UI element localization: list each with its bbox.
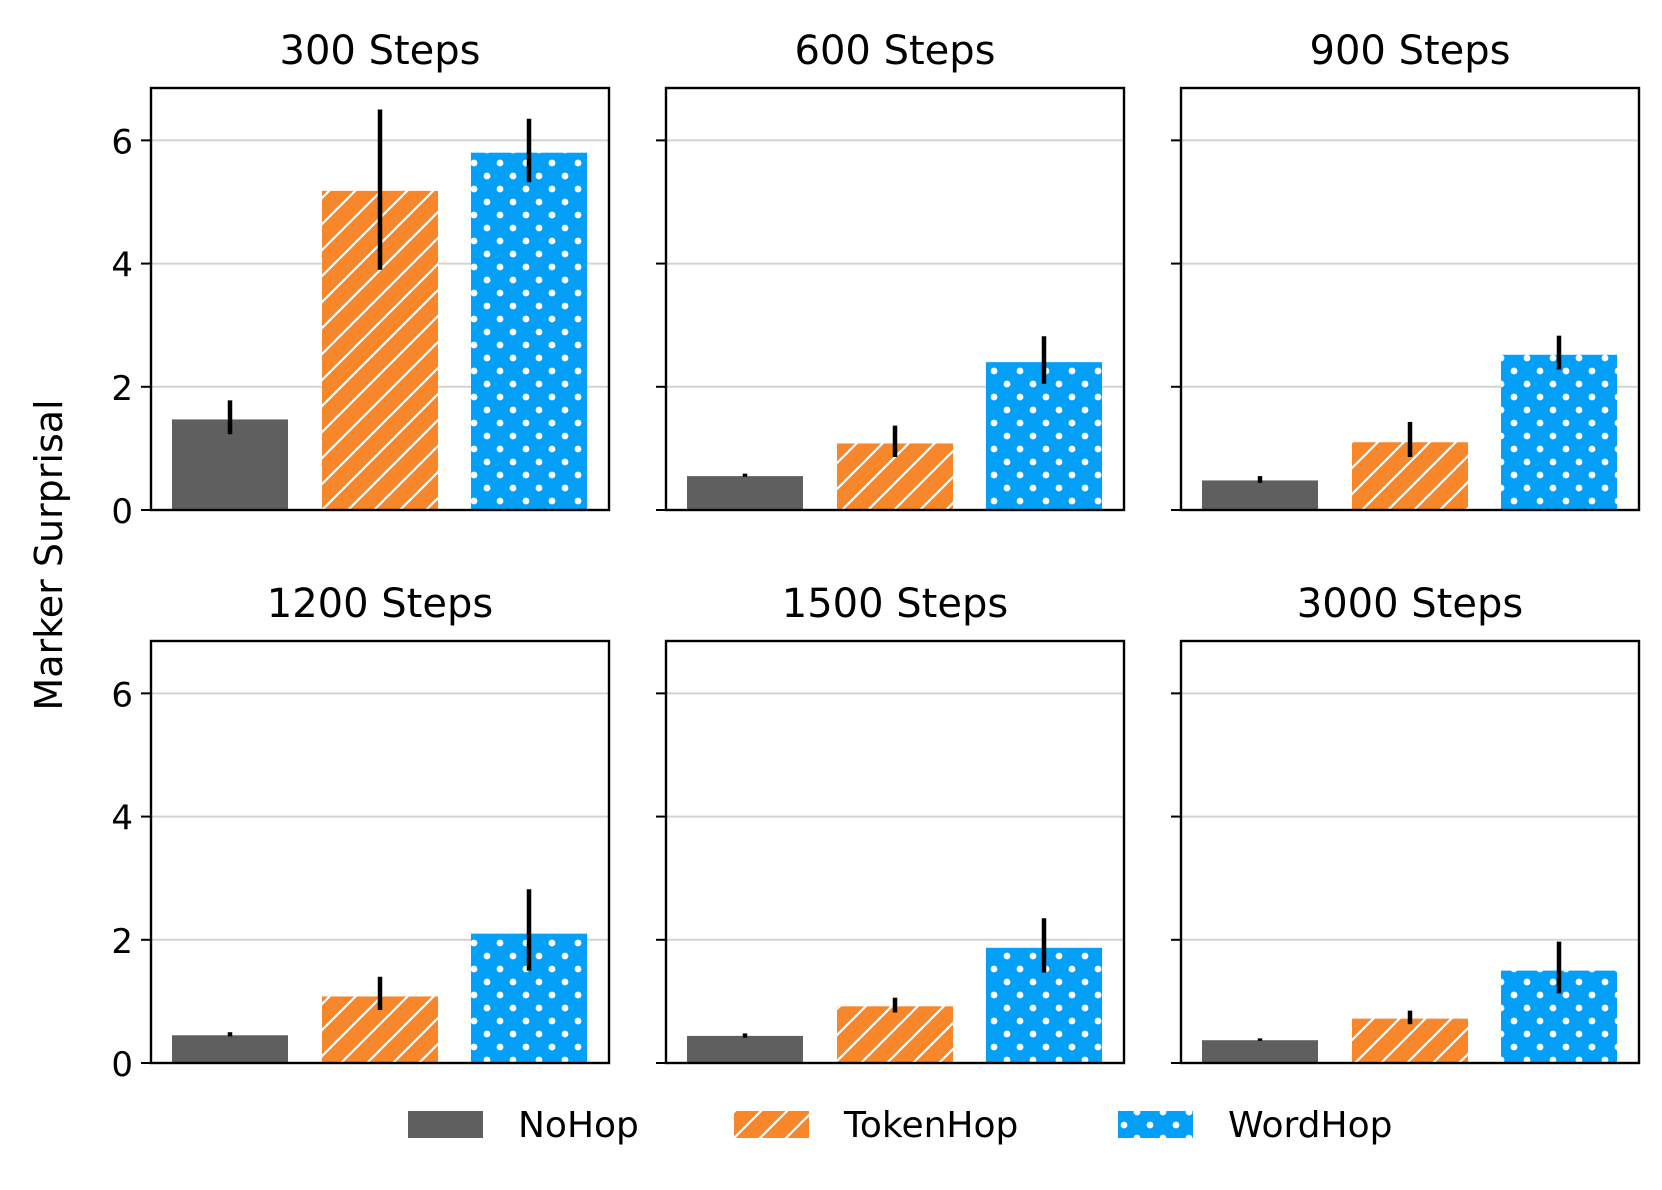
- plot-frame: [1179, 86, 1641, 512]
- bar-wordhop: [1501, 354, 1617, 510]
- chart-panel-3000-steps: 3000 Steps: [1171, 581, 1641, 1065]
- y-tick-label: 4: [111, 246, 133, 286]
- legend: NoHop TokenHop WordHop: [408, 1105, 1392, 1146]
- bar-nohop: [172, 419, 288, 510]
- panel-title: 1200 Steps: [267, 581, 493, 627]
- bar-wordhop: [471, 152, 587, 510]
- y-tick-label: 0: [111, 1045, 133, 1085]
- plot-frame: [149, 86, 611, 512]
- chart-panel-600-steps: 600 Steps: [656, 28, 1126, 512]
- y-tick-label: 2: [111, 369, 133, 409]
- legend-swatch-nohop: [408, 1111, 483, 1138]
- bar-tokenhop: [837, 1006, 953, 1063]
- plot-frame: [664, 86, 1126, 512]
- plot-frame: [1179, 639, 1641, 1065]
- panel-title: 300 Steps: [280, 28, 481, 74]
- legend-label-nohop: NoHop: [518, 1105, 639, 1146]
- legend-label-wordhop: WordHop: [1228, 1105, 1392, 1146]
- panels: 300 Steps 0 2 4 6 600 Steps 900 Steps 1200 Step…: [111, 28, 1641, 1085]
- plot-frame: [149, 639, 611, 1065]
- panel-title: 1500 Steps: [782, 581, 1008, 627]
- bar-nohop: [1202, 480, 1318, 510]
- y-tick-label: 4: [111, 799, 133, 839]
- legend-swatch-tokenhop: [734, 1111, 809, 1138]
- bar-nohop: [687, 1035, 803, 1063]
- bar-tokenhop: [1352, 1018, 1468, 1063]
- chart-panel-1200-steps: 1200 Steps 0 2 4 6: [111, 581, 611, 1085]
- y-axis-label: Marker Surprisal: [27, 399, 71, 710]
- panel-title: 900 Steps: [1310, 28, 1511, 74]
- y-tick-label: 0: [111, 492, 133, 532]
- legend-label-tokenhop: TokenHop: [843, 1105, 1018, 1146]
- chart-panel-300-steps: 300 Steps 0 2 4 6: [111, 28, 611, 532]
- y-tick-label: 6: [111, 122, 133, 162]
- chart-panel-1500-steps: 1500 Steps: [656, 581, 1126, 1065]
- legend-swatch-wordhop: [1118, 1111, 1193, 1138]
- bar-nohop: [687, 476, 803, 510]
- bar-wordhop: [986, 362, 1102, 510]
- panel-title: 600 Steps: [795, 28, 996, 74]
- y-tick-label: 6: [111, 675, 133, 715]
- panel-title: 3000 Steps: [1297, 581, 1523, 627]
- y-tick-label: 2: [111, 922, 133, 962]
- bar-nohop: [1202, 1040, 1318, 1063]
- plot-frame: [664, 639, 1126, 1065]
- chart-panel-900-steps: 900 Steps: [1171, 28, 1641, 512]
- bar-nohop: [172, 1035, 288, 1063]
